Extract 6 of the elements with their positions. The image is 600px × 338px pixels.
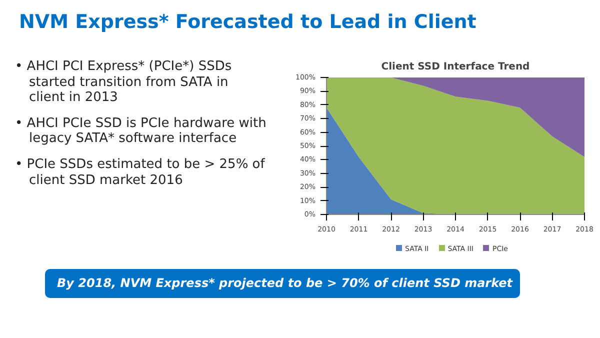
text: • AHCI PCIe SSD is PCIe hardware with legacy SATA* software interface — [15, 116, 267, 147]
chart-title: Client SSD Interface Trend — [381, 62, 530, 72]
text: • PCIe SSDs estimated to be > 25% of client SSD market 2016 — [15, 156, 266, 188]
text: NVM Express* Forecasted to Lead in Client — [18, 10, 476, 35]
text: By 2018, NVM Express* projected to be > 70% of client SSD market — [45, 269, 520, 298]
text: • AHCI PCI Express* (PCIe*) SSDs started transition from SATA in client in 2013 — [15, 59, 233, 106]
